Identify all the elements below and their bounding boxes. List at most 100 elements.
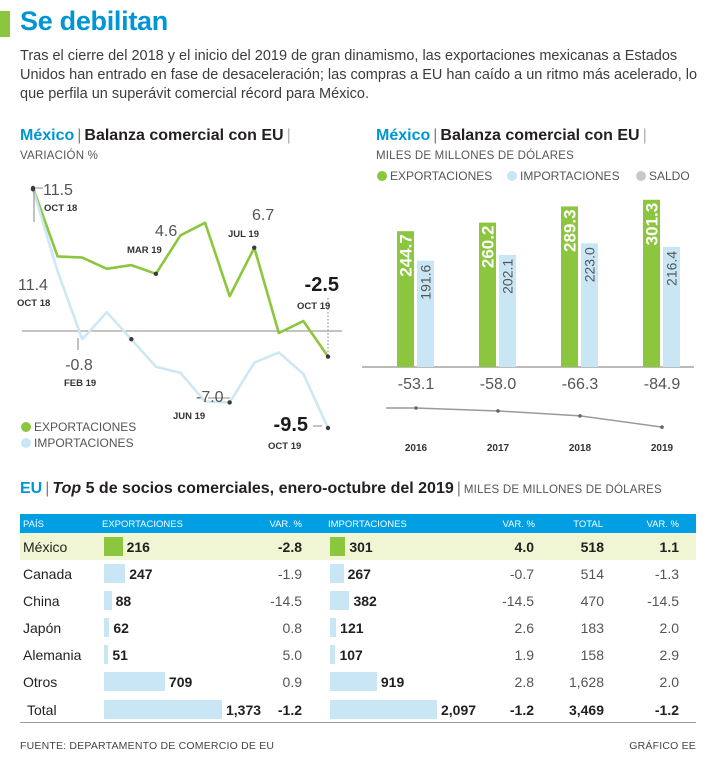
country-cell: Japón (23, 620, 62, 636)
year-tick-label: 2016 (405, 443, 428, 454)
exports-var-cell: -1.9 (277, 566, 302, 582)
exports-var-cell: -1.2 (277, 702, 302, 718)
footer-source: FUENTE: DEPARTAMENTO DE COMERCIO DE EU (20, 740, 275, 752)
table-title-top: Top (52, 480, 82, 497)
year-tick-label: 2018 (569, 443, 592, 454)
imports-bar-label: 191.6 (418, 264, 434, 299)
imports-bar-label: 223.0 (582, 247, 598, 282)
total-cell: 183 (580, 620, 604, 636)
annotation-date: OCT 18 (44, 203, 77, 214)
exports-bar (104, 700, 222, 719)
annotation-date: JUL 19 (228, 229, 259, 240)
annotation-value: 11.5 (43, 182, 73, 199)
total-cell: 158 (580, 647, 604, 663)
imports-cell: 2,097 (441, 702, 477, 718)
annotation-dot (153, 271, 159, 276)
col-header-total: TOTAL (573, 519, 603, 530)
balance-label: -58.0 (480, 376, 517, 393)
footer-credit: GRÁFICO EE (629, 740, 696, 752)
col-header-exports-var: VAR. % (269, 519, 302, 530)
balance-label: -53.1 (398, 376, 435, 393)
country-cell: Total (27, 702, 57, 718)
imports-var-cell: -14.5 (502, 593, 534, 609)
legend-exports-swatch (21, 422, 31, 432)
imports-var-cell: 4.0 (514, 539, 534, 555)
table-row: Japón 62 0.8 121 2.6 183 2.0 (20, 614, 696, 641)
right-chart-heading: México | Balanza comercial con EU | (376, 127, 647, 144)
left-chart-heading-text: Balanza comercial con EU (84, 127, 284, 144)
total-cell: 3,469 (568, 702, 604, 718)
annotation-leader (33, 187, 43, 222)
legend-exports-label: EXPORTACIONES (34, 420, 136, 434)
imports-bar (417, 260, 434, 367)
balance-point (414, 406, 418, 410)
imports-cell: 107 (339, 647, 363, 663)
imports-cell: 919 (380, 674, 405, 690)
table-title-unit: MILES DE MILLONES DE DÓLARES (463, 484, 662, 496)
trade-table: PAÍS EXPORTACIONES VAR. % IMPORTACIONES … (20, 514, 696, 723)
page-title: Se debilitan (20, 6, 168, 36)
col-header-exports: EXPORTACIONES (102, 519, 183, 530)
left-chart-subheading: VARIACIÓN % (20, 150, 99, 162)
balance-point (496, 409, 500, 413)
country-cell: Canada (23, 566, 73, 582)
exports-cell: 88 (115, 593, 132, 609)
exports-bar (479, 222, 496, 367)
imports-var-cell: -1.2 (509, 702, 534, 718)
exports-cell: 62 (113, 620, 129, 636)
exports-cell: 709 (168, 674, 193, 690)
table-row: Canada 247 -1.9 267 -0.7 514 -1.3 (20, 560, 696, 587)
col-header-total-var: VAR. % (646, 519, 679, 530)
total-divider (20, 722, 696, 723)
exports-var-cell: 0.8 (282, 620, 302, 636)
total-cell: 1,628 (568, 674, 604, 690)
intro-paragraph: Tras el cierre del 2018 y el inicio del … (20, 48, 698, 102)
total-var-cell: 2.9 (659, 647, 679, 663)
table-row: Alemania 51 5.0 107 1.9 158 2.9 (20, 641, 696, 668)
legend-balance-swatch (636, 171, 646, 181)
title-accent-bar (0, 11, 10, 37)
table-row: Otros 709 0.9 919 2.8 1,628 2.0 (20, 668, 696, 695)
table-title-country: EU (20, 480, 43, 497)
exports-bar-label: 260.2 (479, 226, 498, 269)
imports-cell: 121 (340, 620, 364, 636)
col-header-imports: IMPORTACIONES (328, 519, 407, 530)
exports-bar-label: 301.3 (643, 203, 662, 246)
balance-label: -84.9 (644, 376, 681, 393)
imports-var-cell: -0.7 (509, 566, 534, 582)
exports-bar (643, 199, 660, 367)
exports-var-cell: -2.8 (277, 539, 302, 555)
imports-bar (330, 564, 344, 583)
imports-bar-label: 216.4 (664, 251, 680, 286)
exports-bar (104, 591, 112, 610)
exports-var-cell: 0.9 (282, 674, 302, 690)
balance-point (578, 414, 582, 418)
annotation-date: JUN 19 (173, 411, 205, 422)
country-cell: México (23, 539, 68, 555)
country-cell: China (23, 593, 60, 609)
annotation-dot (252, 245, 257, 250)
balance-label: -66.3 (562, 376, 599, 393)
total-cell: 518 (580, 539, 604, 555)
imports-bar (330, 672, 377, 691)
legend-imports-label: IMPORTACIONES (520, 169, 620, 183)
left-chart-heading: México | Balanza comercial con EU | (20, 127, 291, 144)
legend-imports-swatch (21, 438, 31, 448)
exports-series-line (31, 187, 330, 358)
imports-bar (330, 537, 346, 556)
annotation-value: -2.5 (305, 274, 339, 296)
year-tick-label: 2017 (487, 443, 510, 454)
exports-bar (104, 618, 110, 637)
table-header-row: PAÍS EXPORTACIONES VAR. % IMPORTACIONES … (20, 514, 696, 533)
imports-bar (330, 618, 337, 637)
annotation-dot (30, 187, 36, 192)
total-var-cell: 2.0 (659, 620, 679, 636)
exports-bar (104, 645, 109, 664)
imports-cell: 267 (347, 566, 371, 582)
imports-var-cell: 2.8 (514, 674, 534, 690)
exports-bar (104, 672, 165, 691)
annotation-value: -9.5 (274, 414, 308, 436)
annotation-date: OCT 18 (17, 298, 50, 309)
exports-bar-label: 289.3 (561, 209, 580, 252)
imports-var-cell: 1.9 (514, 647, 534, 663)
